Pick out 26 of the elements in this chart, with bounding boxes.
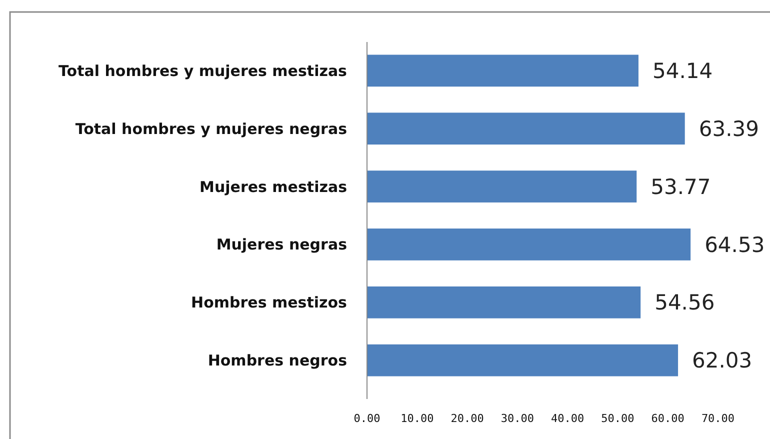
x-tick-label: 0.00 (354, 412, 380, 425)
bar (367, 286, 641, 318)
bar (367, 228, 691, 260)
data-label: 53.77 (650, 174, 711, 199)
x-tick-label: 20.00 (450, 412, 484, 425)
y-tick-label: Total hombres y mujeres negras (75, 120, 348, 138)
x-tick-label: 70.00 (701, 412, 735, 425)
x-tick-label: 50.00 (601, 412, 634, 425)
data-label: 64.53 (704, 232, 765, 257)
bar (367, 54, 638, 87)
x-tick-label: 30.00 (500, 412, 534, 425)
bar (367, 170, 637, 202)
data-label: 62.03 (692, 348, 752, 373)
y-tick-label: Hombres negros (208, 352, 348, 370)
data-label: 54.56 (654, 290, 715, 315)
data-label: 63.39 (698, 116, 759, 141)
bar (367, 112, 685, 145)
y-tick-label: Total hombres y mujeres mestizas (58, 62, 348, 80)
x-tick-label: 60.00 (651, 412, 684, 425)
y-tick-label: Hombres mestizos (191, 294, 348, 312)
bar (367, 344, 678, 376)
x-tick-label: 10.00 (400, 412, 434, 425)
y-tick-label: Mujeres negras (216, 236, 348, 254)
x-tick-label: 40.00 (551, 412, 584, 425)
y-tick-label: Mujeres mestizas (200, 178, 348, 196)
data-label: 54.14 (652, 59, 713, 84)
